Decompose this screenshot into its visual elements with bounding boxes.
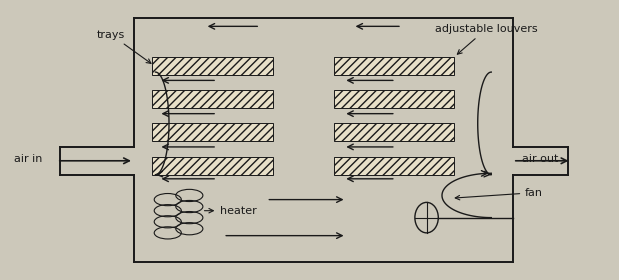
Text: air out: air out <box>522 154 558 164</box>
Text: adjustable louvers: adjustable louvers <box>435 24 537 54</box>
Bar <box>152 157 272 175</box>
Text: air in: air in <box>14 154 42 164</box>
Text: fan: fan <box>455 188 543 200</box>
Text: heater: heater <box>204 206 257 216</box>
Bar <box>152 123 272 141</box>
Bar <box>152 90 272 108</box>
Bar <box>334 90 454 108</box>
Bar <box>334 57 454 75</box>
Text: trays: trays <box>97 30 151 63</box>
Bar <box>152 57 272 75</box>
Bar <box>334 157 454 175</box>
Bar <box>334 123 454 141</box>
